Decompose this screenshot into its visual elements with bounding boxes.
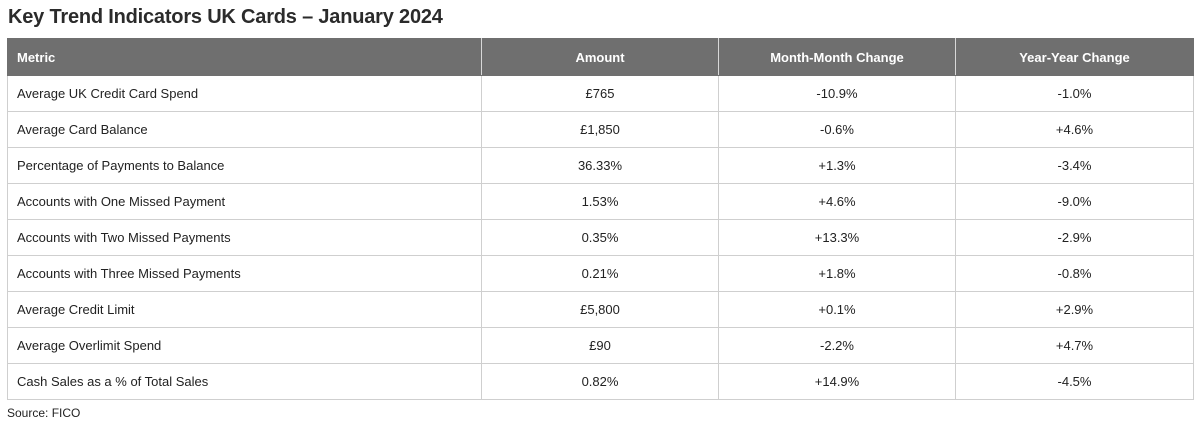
year-year-change-cell: +4.6% <box>955 111 1194 148</box>
month-month-change-cell: +14.9% <box>718 363 956 400</box>
metric-cell: Cash Sales as a % of Total Sales <box>7 363 482 400</box>
month-month-change-cell: +13.3% <box>718 219 956 256</box>
year-year-change-cell: -1.0% <box>955 75 1194 112</box>
year-year-change-cell: -9.0% <box>955 183 1194 220</box>
header-month-month-change: Month-Month Change <box>718 38 956 76</box>
month-month-change-cell: +0.1% <box>718 291 956 328</box>
table-row: Average Credit Limit £5,800 +0.1% +2.9% <box>7 291 1194 328</box>
table-row: Percentage of Payments to Balance 36.33% +… <box>7 147 1194 184</box>
year-year-change-cell: -0.8% <box>955 255 1194 292</box>
header-year-year-change: Year-Year Change <box>955 38 1194 76</box>
table-body: Average UK Credit Card Spend £765 -10.9% -1… <box>7 75 1194 400</box>
table-row: Accounts with Three Missed Payments 0.21%… <box>7 255 1194 292</box>
metric-cell: Accounts with Three Missed Payments <box>7 255 482 292</box>
table-row: Cash Sales as a % of Total Sales 0.82% +14… <box>7 363 1194 400</box>
year-year-change-cell: +4.7% <box>955 327 1194 364</box>
source-note: Source: FICO <box>7 406 81 420</box>
amount-cell: 0.21% <box>481 255 719 292</box>
month-month-change-cell: +4.6% <box>718 183 956 220</box>
month-month-change-cell: -10.9% <box>718 75 956 112</box>
amount-cell: 0.35% <box>481 219 719 256</box>
page-title: Key Trend Indicators UK Cards – January … <box>8 6 443 28</box>
month-month-change-cell: +1.8% <box>718 255 956 292</box>
table-row: Average UK Credit Card Spend £765 -10.9% -1… <box>7 75 1194 112</box>
trend-indicators-table: Metric Amount Month-Month Change Year-Ye… <box>7 38 1194 400</box>
amount-cell: 0.82% <box>481 363 719 400</box>
table-row: Accounts with Two Missed Payments 0.35% +1… <box>7 219 1194 256</box>
metric-cell: Accounts with One Missed Payment <box>7 183 482 220</box>
amount-cell: £5,800 <box>481 291 719 328</box>
amount-cell: £1,850 <box>481 111 719 148</box>
table-header-row: Metric Amount Month-Month Change Year-Ye… <box>7 38 1194 76</box>
year-year-change-cell: +2.9% <box>955 291 1194 328</box>
metric-cell: Average UK Credit Card Spend <box>7 75 482 112</box>
year-year-change-cell: -4.5% <box>955 363 1194 400</box>
header-amount: Amount <box>481 38 719 76</box>
month-month-change-cell: -0.6% <box>718 111 956 148</box>
month-month-change-cell: -2.2% <box>718 327 956 364</box>
metric-cell: Average Card Balance <box>7 111 482 148</box>
table-row: Average Card Balance £1,850 -0.6% +4.6% <box>7 111 1194 148</box>
amount-cell: £90 <box>481 327 719 364</box>
amount-cell: £765 <box>481 75 719 112</box>
amount-cell: 1.53% <box>481 183 719 220</box>
metric-cell: Accounts with Two Missed Payments <box>7 219 482 256</box>
table-row: Accounts with One Missed Payment 1.53% +4.… <box>7 183 1194 220</box>
header-metric: Metric <box>7 38 482 76</box>
table-row: Average Overlimit Spend £90 -2.2% +4.7% <box>7 327 1194 364</box>
metric-cell: Average Credit Limit <box>7 291 482 328</box>
year-year-change-cell: -2.9% <box>955 219 1194 256</box>
metric-cell: Average Overlimit Spend <box>7 327 482 364</box>
year-year-change-cell: -3.4% <box>955 147 1194 184</box>
amount-cell: 36.33% <box>481 147 719 184</box>
month-month-change-cell: +1.3% <box>718 147 956 184</box>
metric-cell: Percentage of Payments to Balance <box>7 147 482 184</box>
